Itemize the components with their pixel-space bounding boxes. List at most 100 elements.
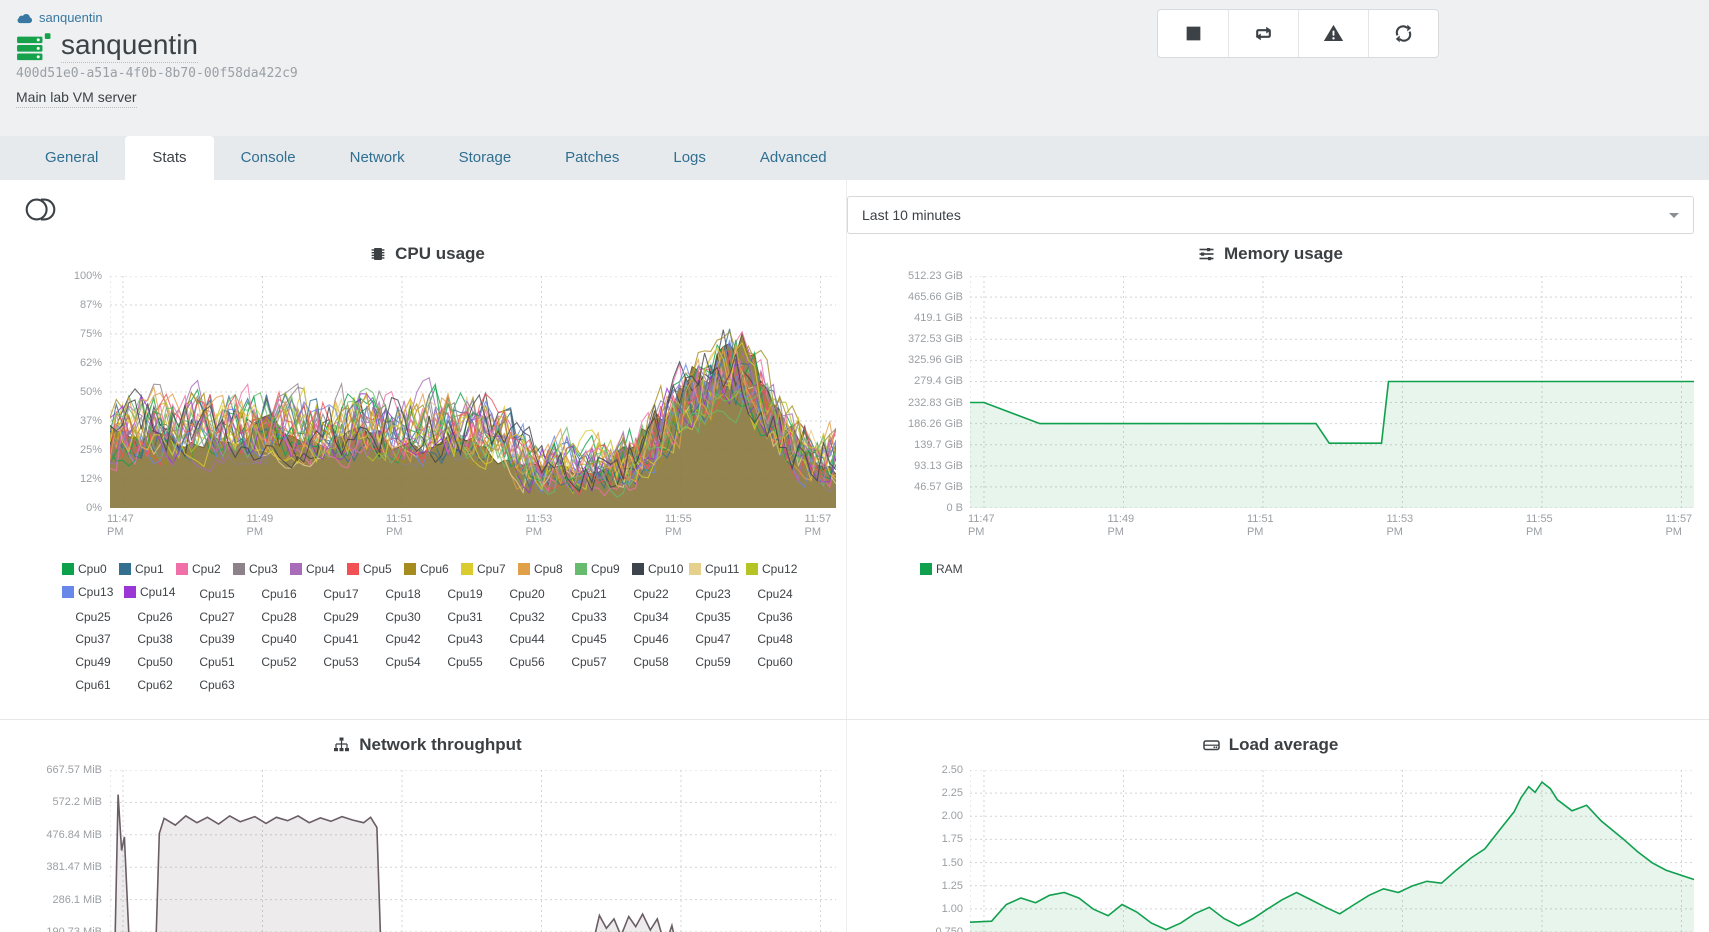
legend-item[interactable]: Cpu2 [176, 562, 233, 576]
legend-item[interactable]: Cpu33 [558, 610, 620, 624]
legend-item[interactable]: Cpu40 [248, 632, 310, 646]
legend-swatch [124, 586, 136, 598]
y-axis-label: 667.57 MiB [12, 763, 102, 777]
memory-legend-row: RAM [920, 562, 963, 580]
legend-item[interactable]: Cpu52 [248, 655, 310, 669]
legend-item[interactable]: Cpu29 [310, 610, 372, 624]
legend-item[interactable]: Cpu3 [233, 562, 290, 576]
legend-item[interactable]: Cpu12 [746, 562, 803, 576]
legend-swatch [575, 563, 587, 575]
network-plot [110, 770, 836, 932]
legend-item[interactable]: Cpu43 [434, 632, 496, 646]
legend-item[interactable]: Cpu0 [62, 562, 119, 576]
legend-item[interactable]: Cpu46 [620, 632, 682, 646]
y-axis-label: 25% [12, 443, 102, 457]
legend-item[interactable]: Cpu62 [124, 678, 186, 692]
legend-swatch [404, 563, 416, 575]
legend-swatch [746, 563, 758, 575]
cpu-plot [110, 276, 836, 508]
legend-item[interactable]: Cpu18 [372, 587, 434, 601]
legend-item[interactable]: Cpu48 [744, 632, 806, 646]
legend-item[interactable]: Cpu10 [632, 562, 689, 576]
legend-item[interactable]: Cpu49 [62, 655, 124, 669]
legend-item[interactable]: Cpu57 [558, 655, 620, 669]
legend-item[interactable]: Cpu47 [682, 632, 744, 646]
y-axis-label: 286.1 MiB [12, 893, 102, 907]
legend-item[interactable]: Cpu58 [620, 655, 682, 669]
legend-item[interactable]: Cpu5 [347, 562, 404, 576]
legend-swatch [518, 563, 530, 575]
legend-item[interactable]: Cpu4 [290, 562, 347, 576]
y-axis-label: 37% [12, 414, 102, 428]
legend-swatch [62, 563, 74, 575]
legend-item[interactable]: Cpu50 [124, 655, 186, 669]
legend-item[interactable]: Cpu21 [558, 587, 620, 601]
legend-item[interactable]: Cpu23 [682, 587, 744, 601]
legend-item[interactable]: Cpu61 [62, 678, 124, 692]
legend-item[interactable]: Cpu8 [518, 562, 575, 576]
legend-item[interactable]: Cpu35 [682, 610, 744, 624]
y-axis-label: 372.53 GiB [873, 332, 963, 346]
legend-item[interactable]: Cpu32 [496, 610, 558, 624]
legend-item[interactable]: Cpu14 [124, 585, 186, 599]
legend-item[interactable]: Cpu16 [248, 587, 310, 601]
legend-item[interactable]: Cpu42 [372, 632, 434, 646]
y-axis-label: 139.7 GiB [873, 438, 963, 452]
cpu-legend-row: Cpu61Cpu62Cpu63 [62, 676, 248, 694]
legend-item[interactable]: Cpu28 [248, 610, 310, 624]
y-axis-label: 100% [12, 269, 102, 283]
legend-item[interactable]: Cpu13 [62, 585, 124, 599]
x-axis-label: 11:47PM [107, 513, 153, 539]
legend-item[interactable]: Cpu34 [620, 610, 682, 624]
y-axis-label: 190.73 MiB [12, 925, 102, 932]
legend-item[interactable]: Cpu17 [310, 587, 372, 601]
legend-item[interactable]: Cpu7 [461, 562, 518, 576]
y-axis-label: 572.2 MiB [12, 795, 102, 809]
legend-item[interactable]: Cpu51 [186, 655, 248, 669]
legend-item[interactable]: Cpu25 [62, 610, 124, 624]
legend-item[interactable]: Cpu55 [434, 655, 496, 669]
legend-item[interactable]: Cpu60 [744, 655, 806, 669]
legend-item[interactable]: Cpu27 [186, 610, 248, 624]
legend-item[interactable]: Cpu22 [620, 587, 682, 601]
y-axis-label: 465.66 GiB [873, 290, 963, 304]
legend-swatch [632, 563, 644, 575]
y-axis-label: 2.50 [873, 763, 963, 777]
x-axis-label: 11:51PM [386, 513, 432, 539]
y-axis-label: 279.4 GiB [873, 374, 963, 388]
legend-swatch [347, 563, 359, 575]
legend-item[interactable]: Cpu54 [372, 655, 434, 669]
legend-item[interactable]: Cpu1 [119, 562, 176, 576]
y-axis-label: 75% [12, 327, 102, 341]
legend-item[interactable]: Cpu36 [744, 610, 806, 624]
legend-item[interactable]: Cpu56 [496, 655, 558, 669]
legend-item[interactable]: Cpu9 [575, 562, 632, 576]
legend-item[interactable]: Cpu63 [186, 678, 248, 692]
legend-swatch [119, 563, 131, 575]
legend-item[interactable]: Cpu59 [682, 655, 744, 669]
legend-item[interactable]: Cpu15 [186, 587, 248, 601]
legend-item[interactable]: Cpu44 [496, 632, 558, 646]
legend-item[interactable]: Cpu39 [186, 632, 248, 646]
y-axis-label: 2.00 [873, 809, 963, 823]
legend-item[interactable]: Cpu45 [558, 632, 620, 646]
legend-item[interactable]: Cpu53 [310, 655, 372, 669]
y-axis-label: 87% [12, 298, 102, 312]
legend-swatch [920, 563, 932, 575]
legend-item[interactable]: Cpu19 [434, 587, 496, 601]
legend-item[interactable]: Cpu38 [124, 632, 186, 646]
legend-item[interactable]: Cpu31 [434, 610, 496, 624]
legend-item[interactable]: Cpu41 [310, 632, 372, 646]
legend-item[interactable]: Cpu30 [372, 610, 434, 624]
legend-item[interactable]: Cpu26 [124, 610, 186, 624]
y-axis-label: 1.00 [873, 902, 963, 916]
legend-item[interactable]: Cpu37 [62, 632, 124, 646]
legend-item[interactable]: RAM [920, 562, 963, 576]
legend-item[interactable]: Cpu11 [689, 562, 746, 576]
legend-item[interactable]: Cpu24 [744, 587, 806, 601]
legend-item[interactable]: Cpu20 [496, 587, 558, 601]
legend-item[interactable]: Cpu6 [404, 562, 461, 576]
y-axis-label: 93.13 GiB [873, 459, 963, 473]
y-axis-label: 1.25 [873, 879, 963, 893]
cpu-legend-row: Cpu49Cpu50Cpu51Cpu52Cpu53Cpu54Cpu55Cpu56… [62, 653, 806, 671]
